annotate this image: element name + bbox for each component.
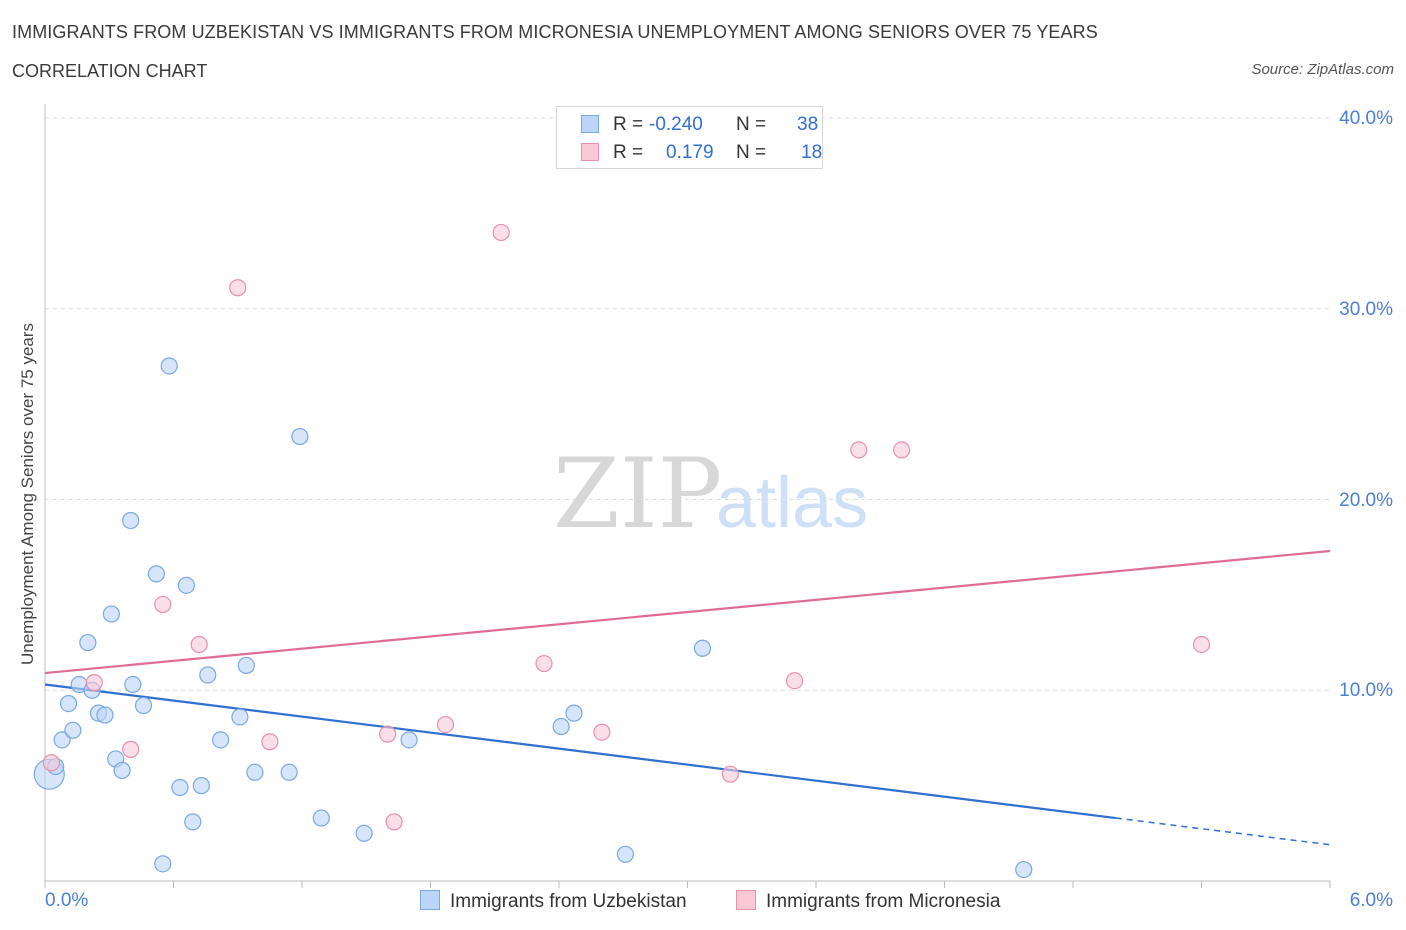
point-uzbekistan (177, 576, 195, 594)
x-tick-label-max: 6.0% (1349, 890, 1393, 911)
point-uzbekistan (147, 565, 165, 583)
x-tick-label-min: 0.0% (45, 890, 89, 911)
watermark-zip: ZIP (553, 438, 722, 550)
gridlines (45, 117, 1330, 691)
bottom-legend-micronesia: Immigrants from Micronesia (736, 890, 1000, 913)
chart-title: IMMIGRANTS FROM UZBEKISTAN VS IMMIGRANTS… (12, 22, 1098, 42)
point-uzbekistan (565, 704, 583, 722)
point-micronesia (122, 740, 140, 758)
point-micronesia (721, 765, 739, 783)
point-uzbekistan (96, 706, 114, 724)
legend-swatch-micronesia (581, 143, 599, 161)
bottom-legend-swatch-uzbekistan (420, 890, 440, 910)
point-micronesia (85, 674, 103, 692)
source-credit: Source: ZipAtlas.com (1251, 61, 1394, 78)
point-uzbekistan (53, 731, 71, 749)
bottom-legend-label-uzbekistan: Immigrants from Uzbekistan (450, 891, 687, 912)
point-uzbekistan (171, 778, 189, 797)
point-uzbekistan (246, 763, 264, 781)
point-uzbekistan (134, 696, 153, 715)
point-uzbekistan (59, 695, 78, 713)
point-micronesia (593, 723, 611, 741)
point-uzbekistan (552, 717, 570, 736)
point-uzbekistan (102, 605, 120, 623)
point-uzbekistan (113, 761, 131, 779)
point-micronesia (436, 715, 455, 734)
point-micronesia (1192, 635, 1211, 654)
y-tick-label: 30.0% (1339, 298, 1393, 320)
y-tick-label: 40.0% (1339, 108, 1393, 129)
point-uzbekistan (231, 708, 249, 726)
stats-legend: R = -0.240 N = 38 R = 0.179 N = 18 (556, 106, 823, 169)
point-uzbekistan (122, 511, 140, 530)
point-uzbekistan (124, 675, 142, 694)
point-uzbekistan (79, 633, 97, 652)
point-uzbekistan (312, 809, 330, 827)
bottom-legend-swatch-micronesia (736, 890, 756, 910)
point-micronesia (190, 635, 208, 654)
legend-r-value: 0.179 (666, 142, 714, 163)
point-micronesia (379, 725, 397, 743)
point-uzbekistan (400, 731, 418, 749)
point-uzbekistan (154, 855, 172, 873)
point-micronesia (385, 813, 403, 831)
bottom-legend-uzbekistan: Immigrants from Uzbekistan (420, 890, 687, 913)
legend-swatch-uzbekistan (581, 115, 599, 133)
point-micronesia (154, 595, 172, 614)
point-micronesia (42, 754, 61, 772)
point-uzbekistan (1015, 860, 1033, 879)
watermark: ZIP atlas (553, 438, 868, 550)
y-tick-label: 20.0% (1339, 489, 1393, 511)
point-micronesia (261, 733, 279, 751)
trend-line-uzbekistan (44, 683, 1116, 820)
point-uzbekistan (64, 721, 82, 739)
point-uzbekistan (199, 666, 217, 684)
trend-line-uzbekistan-extension (1115, 817, 1331, 846)
legend-n-label: N = (736, 142, 767, 163)
data-points (33, 223, 1211, 879)
point-micronesia (785, 672, 804, 690)
trend-lines (44, 549, 1331, 846)
legend-n-value: 38 (797, 114, 819, 135)
axes (44, 104, 1331, 888)
point-micronesia (893, 441, 911, 459)
legend-n-value: 18 (801, 142, 823, 163)
point-uzbekistan (355, 824, 373, 842)
legend-n-label: N = (736, 114, 767, 135)
trend-line-micronesia (44, 549, 1331, 675)
point-micronesia (850, 441, 868, 459)
legend-r-value: -0.240 (649, 114, 703, 135)
point-uzbekistan (192, 777, 210, 795)
point-uzbekistan (212, 731, 230, 749)
watermark-atlas: atlas (716, 463, 868, 543)
chart-subtitle: CORRELATION CHART (12, 61, 208, 81)
point-uzbekistan (184, 813, 202, 831)
point-micronesia (535, 654, 553, 673)
point-uzbekistan (160, 357, 178, 375)
bottom-legend-label-micronesia: Immigrants from Micronesia (766, 891, 1001, 912)
point-uzbekistan (237, 656, 255, 675)
point-uzbekistan (291, 427, 309, 446)
point-micronesia (492, 223, 510, 242)
point-uzbekistan (693, 639, 712, 657)
point-uzbekistan (280, 763, 298, 781)
y-tick-label: 10.0% (1339, 680, 1393, 702)
legend-r-label: R = (613, 142, 644, 163)
point-micronesia (229, 279, 247, 297)
point-uzbekistan (616, 845, 634, 863)
legend-r-label: R = (613, 114, 644, 135)
